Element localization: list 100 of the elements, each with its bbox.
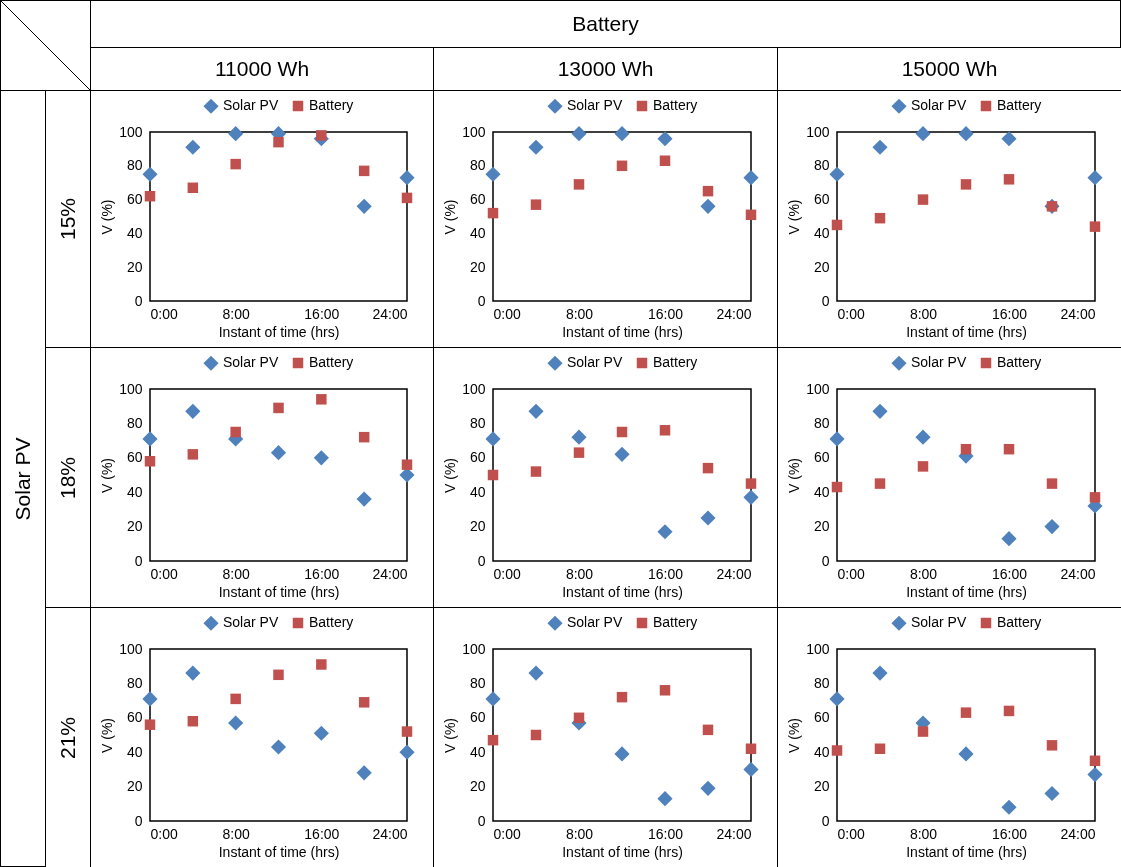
y-axis-title: V (%)	[442, 718, 459, 753]
x-tick-label: 16:00	[991, 825, 1028, 842]
y-tick-label: 0	[134, 292, 143, 309]
x-tick-label: 24:00	[716, 825, 752, 842]
y-tick-label: 100	[119, 123, 143, 140]
x-tick-label: 8:00	[222, 825, 250, 842]
legend-label: Battery	[653, 614, 698, 630]
x-axis-title: Instant of time (hrs)	[906, 583, 1027, 600]
y-tick-label: 0	[821, 812, 830, 829]
y-tick-label: 100	[806, 123, 830, 140]
y-axis-title: V (%)	[786, 199, 803, 235]
text: 21%	[56, 716, 80, 759]
x-axis-title: Instant of time (hrs)	[562, 323, 683, 340]
text: 18%	[56, 456, 80, 499]
x-tick-label: 8:00	[909, 825, 938, 842]
y-tick-label: 20	[126, 778, 143, 795]
x-tick-label: 0:00	[150, 305, 178, 322]
x-tick-label: 16:00	[991, 305, 1028, 322]
legend-label: Solar PV	[223, 614, 279, 631]
x-tick-label: 0:00	[837, 825, 865, 842]
legend-label: Solar PV	[567, 354, 623, 371]
legend-label: Solar PV	[223, 97, 279, 114]
x-tick-label: 24:00	[716, 305, 752, 322]
y-tick-label: 60	[813, 709, 830, 726]
y-axis-title: V (%)	[786, 718, 803, 753]
y-tick-label: 80	[469, 414, 486, 431]
y-tick-label: 100	[462, 640, 486, 657]
x-tick-label: 8:00	[222, 305, 250, 322]
x-tick-label: 0:00	[837, 305, 865, 322]
y-tick-label: 40	[813, 483, 830, 500]
legend-label: Battery	[309, 97, 354, 113]
legend-label: Solar PV	[223, 354, 279, 371]
legend-label: Solar PV	[567, 614, 623, 631]
x-axis-title: Instant of time (hrs)	[906, 843, 1027, 860]
legend-label: Battery	[653, 97, 698, 113]
x-tick-label: 8:00	[565, 565, 594, 582]
y-tick-label: 0	[477, 292, 486, 309]
x-axis-title: Instant of time (hrs)	[218, 323, 340, 340]
text: 15%	[56, 197, 80, 241]
y-axis-title: V (%)	[99, 458, 116, 493]
x-axis-title: Instant of time (hrs)	[562, 583, 683, 600]
x-tick-label: 24:00	[1060, 825, 1096, 842]
y-tick-label: 20	[126, 518, 143, 535]
y-tick-label: 60	[813, 449, 830, 466]
legend-label: Battery	[309, 354, 354, 370]
y-tick-label: 40	[469, 224, 486, 241]
legend-label: Battery	[997, 354, 1042, 370]
y-tick-label: 20	[469, 258, 486, 275]
y-tick-label: 20	[813, 778, 830, 795]
text: Battery	[572, 12, 639, 36]
y-tick-label: 40	[813, 224, 830, 241]
y-tick-label: 60	[469, 191, 486, 208]
y-tick-label: 100	[119, 380, 143, 397]
legend-label: Battery	[309, 614, 354, 630]
x-axis-title: Instant of time (hrs)	[906, 323, 1027, 340]
y-tick-label: 0	[821, 552, 830, 569]
y-tick-label: 0	[477, 552, 486, 569]
y-tick-label: 60	[126, 191, 143, 208]
x-tick-label: 16:00	[304, 305, 340, 322]
y-tick-label: 100	[462, 123, 486, 140]
y-tick-label: 100	[806, 380, 830, 397]
y-tick-label: 40	[813, 743, 830, 760]
x-axis-title: Instant of time (hrs)	[218, 583, 340, 600]
x-tick-label: 16:00	[647, 565, 684, 582]
legend-label: Solar PV	[567, 97, 623, 114]
x-tick-label: 8:00	[222, 565, 250, 582]
x-axis-title: Instant of time (hrs)	[562, 843, 683, 860]
x-tick-label: 0:00	[493, 565, 521, 582]
x-tick-label: 16:00	[647, 825, 684, 842]
y-tick-label: 40	[126, 483, 143, 500]
y-tick-label: 80	[813, 157, 830, 174]
y-tick-label: 20	[469, 518, 486, 535]
x-tick-label: 0:00	[150, 825, 178, 842]
y-axis-title: V (%)	[99, 718, 116, 753]
legend-label: Battery	[997, 97, 1042, 113]
y-tick-label: 100	[806, 640, 830, 657]
y-tick-label: 20	[813, 518, 830, 535]
y-tick-label: 60	[813, 191, 830, 208]
x-tick-label: 8:00	[909, 305, 938, 322]
x-tick-label: 24:00	[1060, 305, 1096, 322]
y-tick-label: 40	[469, 483, 486, 500]
y-tick-label: 80	[813, 674, 830, 691]
x-tick-label: 0:00	[837, 565, 865, 582]
y-tick-label: 80	[126, 674, 143, 691]
y-axis-title: V (%)	[442, 199, 459, 235]
x-tick-label: 24:00	[372, 305, 408, 322]
x-tick-label: 0:00	[493, 305, 521, 322]
y-tick-label: 60	[126, 449, 143, 466]
y-tick-label: 40	[469, 743, 486, 760]
text: Solar PV	[11, 437, 35, 520]
x-tick-label: 24:00	[1060, 565, 1096, 582]
x-tick-label: 0:00	[150, 565, 178, 582]
legend-label: Solar PV	[911, 97, 967, 114]
y-tick-label: 40	[126, 224, 143, 241]
y-tick-label: 20	[813, 258, 830, 275]
x-tick-label: 8:00	[909, 565, 938, 582]
text: 11000 Wh	[214, 57, 310, 81]
y-tick-label: 0	[134, 552, 143, 569]
x-tick-label: 16:00	[991, 565, 1028, 582]
y-tick-label: 80	[813, 414, 830, 431]
